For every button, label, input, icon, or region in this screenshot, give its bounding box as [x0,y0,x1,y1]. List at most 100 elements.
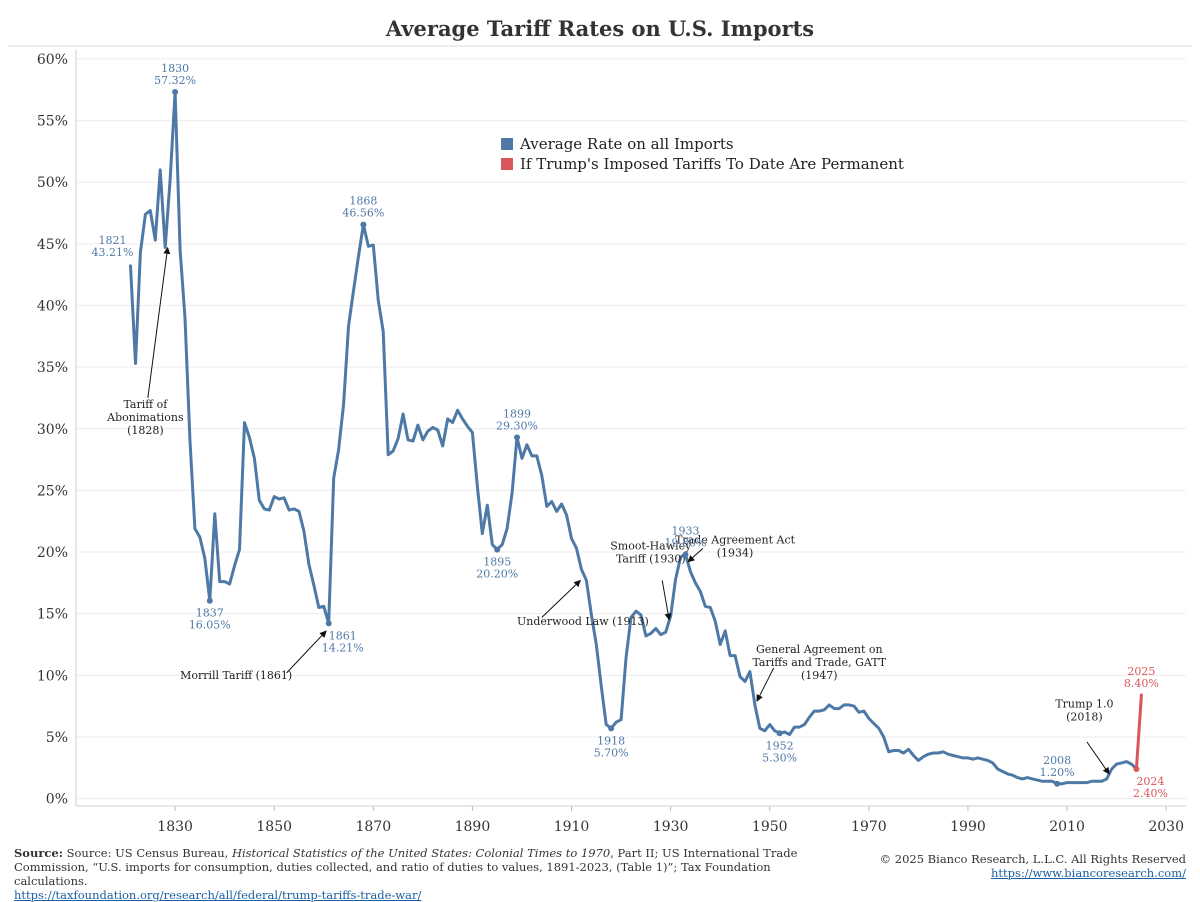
data-label-value-1837: 16.05% [189,619,231,632]
annotation-text: (2018) [1066,710,1103,723]
x-tick-label: 1970 [851,819,887,835]
data-point-1899 [514,434,521,441]
x-tick-label: 1890 [455,819,491,835]
x-tick-label: 1850 [256,819,292,835]
copyright-text: © 2025 Bianco Research, L.L.C. All Right… [879,852,1186,866]
y-tick-label: 25% [37,483,68,499]
gridlines [76,58,1186,800]
data-label-year-1830: 1830 [161,62,189,75]
legend-swatch [501,158,513,170]
x-tick-label: 1990 [950,819,986,835]
annotation-arrow [147,246,171,399]
data-point-1830 [172,88,179,95]
annotation-text: General Agreement on [756,643,883,656]
footer-copyright: © 2025 Bianco Research, L.L.C. All Right… [880,852,1186,880]
annotation-text: (1947) [801,669,838,682]
annotation-text: Tariff (1930) [616,553,686,566]
y-tick-label: 10% [37,668,68,684]
site-link[interactable]: https://www.biancoresearch.com/ [990,866,1186,880]
y-tick-label: 55% [37,114,68,130]
data-point-2024 [1133,766,1140,773]
annotation-text: (1934) [717,546,754,559]
y-tick-label: 40% [37,298,68,314]
line-chart: 0% 5% 10% 15% 20% 25% 30% 35% 40% 45% 50% 55% 60% 183… [8,45,1192,835]
data-label-year-1868: 1868 [349,195,377,208]
x-tick-label: 1930 [653,819,689,835]
data-label-value-1933: 19.80% [665,537,707,550]
y-tick-label: 15% [37,607,68,623]
data-label-value-1821: 43.21% [92,246,134,259]
data-label-value-1952: 5.30% [762,751,797,764]
data-label-value-2008: 1.20% [1040,766,1075,779]
source-link[interactable]: https://taxfoundation.org/research/all/f… [14,888,422,902]
annotation-text: Trump 1.0 [1055,697,1113,710]
data-label-value-1868: 46.56% [342,207,384,220]
x-tick-label: 2030 [1148,819,1184,835]
chart-title: Average Tariff Rates on U.S. Imports [385,16,815,41]
y-tick-label: 35% [37,360,68,376]
series [129,90,1143,786]
data-label-value-1918: 5.70% [594,746,629,759]
data-point-1868 [360,221,367,228]
source-text-1: Source: US Census Bureau, [62,846,232,860]
data-point-1895 [494,546,501,553]
x-tick-label: 1910 [554,819,590,835]
annotation-text: Smoot-Hawley [610,540,692,553]
annotation-arrow [756,667,775,702]
data-label-year-1899: 1899 [503,407,531,420]
data-label-value-1899: 29.30% [496,419,538,432]
annotation-arrow [661,580,672,621]
data-label-value-2024: 2.40% [1133,787,1168,800]
footer-source: Source: Source: US Census Bureau, Histor… [14,846,834,902]
data-label-year-1861: 1861 [329,629,357,642]
data-label-year-1895: 1895 [483,556,511,569]
x-tick-label: 1870 [356,819,392,835]
data-point-2008 [1054,780,1061,787]
data-label-year-2008: 2008 [1043,754,1071,767]
annotation-text: Trade Agreement Act [675,533,796,546]
data-label-value-2025: 8.40% [1124,677,1159,690]
annotation-arrow [1086,741,1110,775]
x-tick-label: 1830 [157,819,193,835]
source-italic: Historical Statistics of the United Stat… [231,846,611,860]
y-tick-label: 0% [46,792,68,808]
source-text-2: , Part II; US International Trade Commis… [14,846,798,888]
source-label: Source: [14,846,63,860]
y-tick-label: 60% [37,52,68,68]
y-tick-label: 50% [37,175,68,191]
data-label-year-1821: 1821 [99,234,127,247]
series-line-trump-tariffs [1134,693,1143,771]
axes: 0% 5% 10% 15% 20% 25% 30% 35% 40% 45% 50% 55% 60% 183… [8,45,1192,835]
data-label-value-1830: 57.32% [154,74,196,87]
x-tick-label: 2010 [1049,819,1085,835]
data-label-year-1952: 1952 [766,739,794,752]
annotation-text: (1828) [127,424,164,437]
data-point-1837 [206,597,213,604]
legend-swatch [501,138,513,150]
annotation-arrow [286,630,327,674]
legend-label: Average Rate on all Imports [519,135,734,153]
annotation-text: Abonimations [106,411,184,424]
x-tick-label: 1950 [752,819,788,835]
data-label-year-2024: 2024 [1136,775,1164,788]
annotation-text: Morrill Tariff (1861) [180,669,292,682]
y-tick-label: 45% [37,237,68,253]
annotation-text: Tariffs and Trade, GATT [752,656,886,669]
legend-label: If Trump's Imposed Tariffs To Date Are P… [520,155,904,173]
data-label-year-2025: 2025 [1127,665,1155,678]
data-point-1918 [608,725,615,732]
annotation-arrow [687,547,704,563]
data-point-1933 [682,551,689,558]
legend: Average Rate on all Imports If Trump's Im… [501,135,904,173]
data-label-value-1895: 20.20% [476,568,518,581]
data-label-year-1933: 1933 [672,525,700,538]
series-line-average-rate [129,90,1138,786]
data-point-1861 [325,620,332,627]
annotation-text: Underwood Law (1913) [517,615,649,628]
annotation-text: Tariff of [123,398,168,411]
data-label-year-1918: 1918 [597,734,625,747]
y-tick-label: 30% [37,422,68,438]
data-point-1952 [776,730,783,737]
